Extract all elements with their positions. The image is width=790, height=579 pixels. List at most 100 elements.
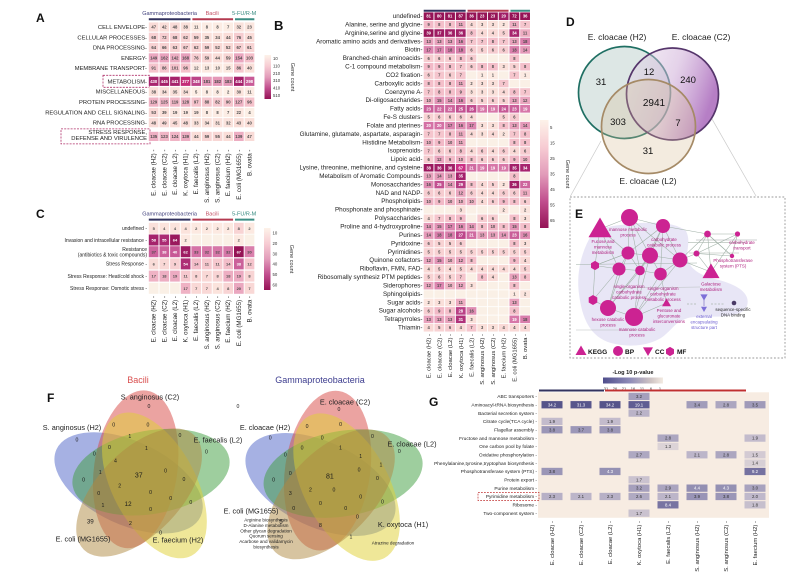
- svg-text:34: 34: [512, 31, 517, 36]
- svg-text:42: 42: [162, 25, 167, 30]
- svg-text:7: 7: [675, 118, 680, 129]
- svg-text:14: 14: [501, 233, 506, 238]
- svg-text:8: 8: [449, 81, 452, 86]
- svg-text:58: 58: [151, 238, 156, 243]
- svg-text:4.4: 4.4: [694, 486, 701, 491]
- svg-text:8: 8: [216, 89, 219, 94]
- svg-text:14: 14: [426, 224, 431, 229]
- svg-text:E. cloacae (C2) -: E. cloacae (C2) -: [437, 334, 443, 378]
- svg-text:S. anginosus (C2) -: S. anginosus (C2) -: [724, 521, 730, 572]
- svg-text:2: 2: [502, 22, 505, 27]
- svg-text:7: 7: [502, 39, 505, 44]
- svg-text:12: 12: [194, 66, 199, 71]
- svg-text:9: 9: [513, 157, 516, 162]
- svg-text:4: 4: [449, 266, 452, 271]
- svg-text:30: 30: [273, 251, 278, 256]
- svg-text:Riboflavin, FMN, FAD-: Riboflavin, FMN, FAD-: [360, 266, 423, 273]
- svg-text:2: 2: [216, 226, 219, 231]
- svg-text:10: 10: [469, 199, 474, 204]
- svg-text:Sphingolipids-: Sphingolipids-: [383, 291, 423, 298]
- svg-text:E. coli (MG1655): E. coli (MG1655): [224, 507, 279, 516]
- svg-text:0: 0: [359, 494, 362, 500]
- svg-text:2.8: 2.8: [665, 436, 672, 441]
- svg-text:2: 2: [227, 89, 230, 94]
- svg-text:Stress Response: Osmotic stres: Stress Response: Osmotic stress -: [70, 286, 147, 292]
- svg-text:Branched-chain aminoacids-: Branched-chain aminoacids-: [343, 55, 423, 62]
- svg-text:8: 8: [227, 286, 230, 291]
- svg-text:E. cloacae (H2) -: E. cloacae (H2) -: [151, 296, 158, 342]
- svg-text:Citrate cycle(TCA cycle) -: Citrate cycle(TCA cycle) -: [483, 419, 538, 425]
- svg-text:8: 8: [438, 81, 441, 86]
- svg-text:2.0: 2.0: [752, 494, 759, 499]
- svg-text:21: 21: [469, 233, 474, 238]
- svg-text:15: 15: [512, 224, 517, 229]
- svg-text:18: 18: [459, 47, 464, 52]
- svg-text:36: 36: [523, 14, 528, 19]
- svg-text:18: 18: [437, 233, 442, 238]
- svg-text:12: 12: [426, 258, 431, 263]
- svg-text:0: 0: [289, 471, 292, 477]
- svg-text:14: 14: [194, 262, 199, 267]
- svg-text:0: 0: [272, 478, 275, 484]
- svg-text:14: 14: [426, 233, 431, 238]
- svg-text:39: 39: [426, 31, 431, 36]
- svg-text:310: 310: [273, 78, 281, 83]
- svg-text:60: 60: [273, 282, 278, 287]
- svg-text:Galactose: Galactose: [701, 282, 721, 287]
- svg-text:BP: BP: [625, 349, 635, 356]
- svg-text:8: 8: [524, 132, 527, 137]
- svg-text:Ribosome -: Ribosome -: [512, 503, 537, 509]
- svg-text:11: 11: [512, 22, 517, 27]
- svg-text:Stress Response: Heat/cold sho: Stress Response: Heat/cold shock -: [68, 274, 148, 280]
- svg-text:19: 19: [183, 110, 188, 115]
- svg-text:single-organism: single-organism: [648, 286, 679, 291]
- svg-text:34: 34: [523, 165, 528, 170]
- svg-text:35: 35: [550, 172, 555, 177]
- svg-text:4: 4: [502, 325, 505, 330]
- svg-text:31: 31: [596, 77, 607, 88]
- svg-text:96: 96: [247, 100, 252, 105]
- svg-text:biosynthesis: biosynthesis: [253, 545, 279, 550]
- svg-text:S. anginosus (C2): S. anginosus (C2): [121, 393, 179, 402]
- svg-text:6: 6: [650, 386, 653, 391]
- svg-text:7: 7: [248, 286, 251, 291]
- svg-text:Carboxylic acids-: Carboxylic acids-: [375, 80, 423, 87]
- svg-text:0: 0: [189, 500, 192, 506]
- svg-text:19.1: 19.1: [635, 402, 644, 407]
- svg-text:6: 6: [427, 191, 430, 196]
- svg-text:Sugar acids-: Sugar acids-: [387, 299, 422, 306]
- svg-text:7: 7: [206, 286, 209, 291]
- svg-text:149: 149: [150, 56, 158, 61]
- svg-text:7: 7: [438, 73, 441, 78]
- svg-text:Gammaproteobacteria: Gammaproteobacteria: [275, 375, 365, 385]
- svg-text:44: 44: [215, 56, 220, 61]
- svg-text:1: 1: [492, 73, 495, 78]
- svg-text:S. anginosus (H2) -: S. anginosus (H2) -: [204, 296, 211, 349]
- svg-text:6: 6: [513, 115, 516, 120]
- svg-text:63: 63: [173, 45, 178, 50]
- svg-text:154: 154: [235, 56, 243, 61]
- svg-text:82: 82: [215, 100, 220, 105]
- svg-text:Arginine,serine and glycine-: Arginine,serine and glycine-: [345, 30, 423, 37]
- svg-text:E. faecalis (L2) -: E. faecalis (L2) -: [193, 296, 200, 341]
- svg-text:5: 5: [470, 250, 473, 255]
- svg-text:10: 10: [273, 231, 278, 236]
- svg-text:1: 1: [513, 292, 516, 297]
- svg-text:16: 16: [631, 386, 636, 391]
- svg-text:34.2: 34.2: [606, 402, 615, 407]
- svg-text:E. cloacae (C2) -: E. cloacae (C2) -: [161, 296, 168, 342]
- svg-text:metabolism: metabolism: [700, 287, 723, 292]
- svg-text:5: 5: [550, 125, 553, 130]
- svg-text:E. cloacae (C2) -: E. cloacae (C2) -: [579, 521, 585, 565]
- svg-text:4: 4: [184, 226, 187, 231]
- svg-text:12: 12: [125, 501, 132, 508]
- svg-text:19: 19: [512, 317, 517, 322]
- svg-text:CELL ENVELOPE-: CELL ENVELOPE-: [98, 25, 147, 31]
- svg-text:7: 7: [470, 325, 473, 330]
- svg-text:86: 86: [236, 66, 241, 71]
- svg-text:39: 39: [162, 110, 167, 115]
- svg-text:10: 10: [459, 157, 464, 162]
- svg-text:20: 20: [501, 14, 506, 19]
- svg-text:Monosaccharides-: Monosaccharides-: [371, 181, 422, 188]
- svg-text:3: 3: [481, 22, 484, 27]
